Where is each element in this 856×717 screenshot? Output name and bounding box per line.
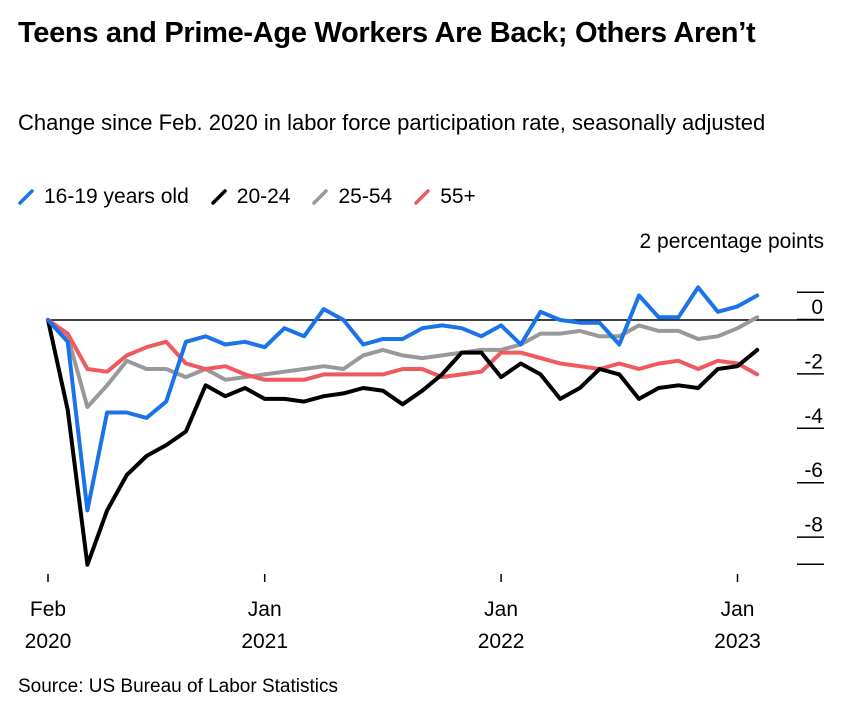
y-tick-label: -8	[804, 514, 823, 537]
series-line-20-24	[46, 318, 760, 567]
chart-title: Teens and Prime-Age Workers Are Back; Ot…	[18, 17, 756, 49]
x-tick-label: Jan	[721, 598, 755, 621]
legend: 16-19 years old 20-24 25-54 55+	[18, 183, 498, 211]
legend-label-20-24: 20-24	[236, 185, 291, 208]
series-line-55-plus	[46, 318, 760, 382]
legend-swatch-20-24	[211, 189, 227, 205]
chart-subtitle: Change since Feb. 2020 in labor force pa…	[18, 110, 766, 135]
legend-label-25-54: 25-54	[338, 185, 393, 208]
y-tick-label: -2	[804, 350, 823, 373]
x-tick-label: Feb	[30, 598, 66, 621]
legend-label-55-plus: 55+	[440, 185, 476, 208]
x-tick-label: Jan	[484, 598, 518, 621]
legend-swatch-16-19	[18, 189, 34, 205]
legend-item-25-54: 25-54	[312, 185, 392, 209]
x-tick-label-year: 2023	[714, 630, 761, 653]
line-chart: 2 percentage points 0 -2 -4 -6 -8 Feb 2020 Jan 20…	[25, 230, 824, 653]
x-tick-label-year: 2021	[241, 630, 288, 653]
legend-item-16-19: 16-19 years old	[18, 185, 189, 209]
y-tick-label: -6	[804, 459, 823, 482]
x-tick-label-year: 2020	[25, 630, 72, 653]
y-tick-label: 0	[811, 296, 823, 319]
series-line-16-19	[46, 285, 760, 513]
source-note: Source: US Bureau of Labor Statistics	[18, 676, 338, 697]
legend-label-16-19: 16-19 years old	[44, 185, 189, 208]
x-tick-label: Jan	[248, 598, 282, 621]
legend-swatch-25-54	[312, 189, 329, 205]
legend-swatch-55-plus	[414, 189, 430, 205]
x-tick-label-year: 2022	[478, 630, 525, 653]
series-line-25-54	[46, 315, 760, 409]
y-unit-label: 2 percentage points	[640, 230, 824, 253]
legend-item-20-24: 20-24	[211, 185, 291, 209]
y-tick-label: -4	[804, 405, 823, 428]
legend-item-55-plus: 55+	[414, 185, 476, 209]
